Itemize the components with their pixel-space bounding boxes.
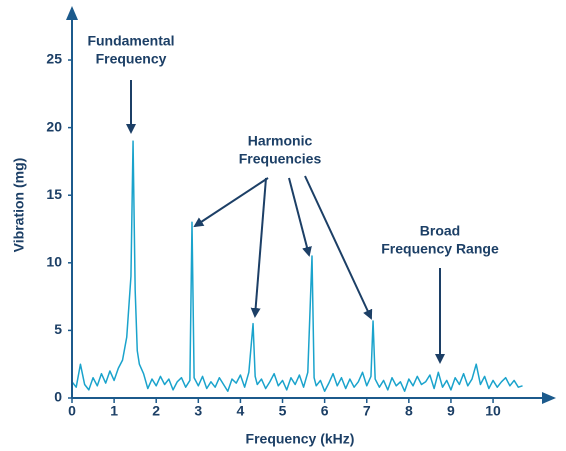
y-tick-label: 5	[54, 321, 62, 337]
x-tick-label: 1	[110, 403, 118, 419]
annotation: Frequency Range	[381, 241, 499, 257]
arrow	[304, 175, 373, 320]
x-tick-label: 0	[68, 403, 76, 419]
x-tick-label: 8	[405, 403, 413, 419]
arrow	[193, 177, 269, 228]
annotation: Frequencies	[239, 151, 322, 167]
annotation: Fundamental	[87, 33, 174, 49]
annotation: Frequency	[96, 51, 167, 67]
spectrum-line	[71, 140, 523, 392]
y-tick-label: 0	[54, 389, 62, 405]
x-tick-label: 4	[237, 403, 245, 419]
y-axis-label: Vibration (mg)	[11, 158, 27, 253]
y-tick-label: 10	[46, 254, 62, 270]
annotation: Broad	[420, 223, 460, 239]
x-tick-label: 9	[447, 403, 455, 419]
x-axis-label: Frequency (kHz)	[246, 431, 355, 447]
y-tick-label: 20	[46, 118, 62, 134]
arrow	[288, 177, 312, 257]
y-tick-label: 15	[46, 186, 62, 202]
y-tick-label: 25	[46, 51, 62, 67]
arrow	[250, 177, 267, 318]
x-tick-label: 3	[194, 403, 202, 419]
x-tick-label: 2	[152, 403, 160, 419]
x-tick-label: 5	[279, 403, 287, 419]
annotation: Harmonic	[248, 133, 313, 149]
x-tick-label: 7	[363, 403, 371, 419]
x-tick-label: 10	[485, 403, 501, 419]
x-tick-label: 6	[321, 403, 329, 419]
